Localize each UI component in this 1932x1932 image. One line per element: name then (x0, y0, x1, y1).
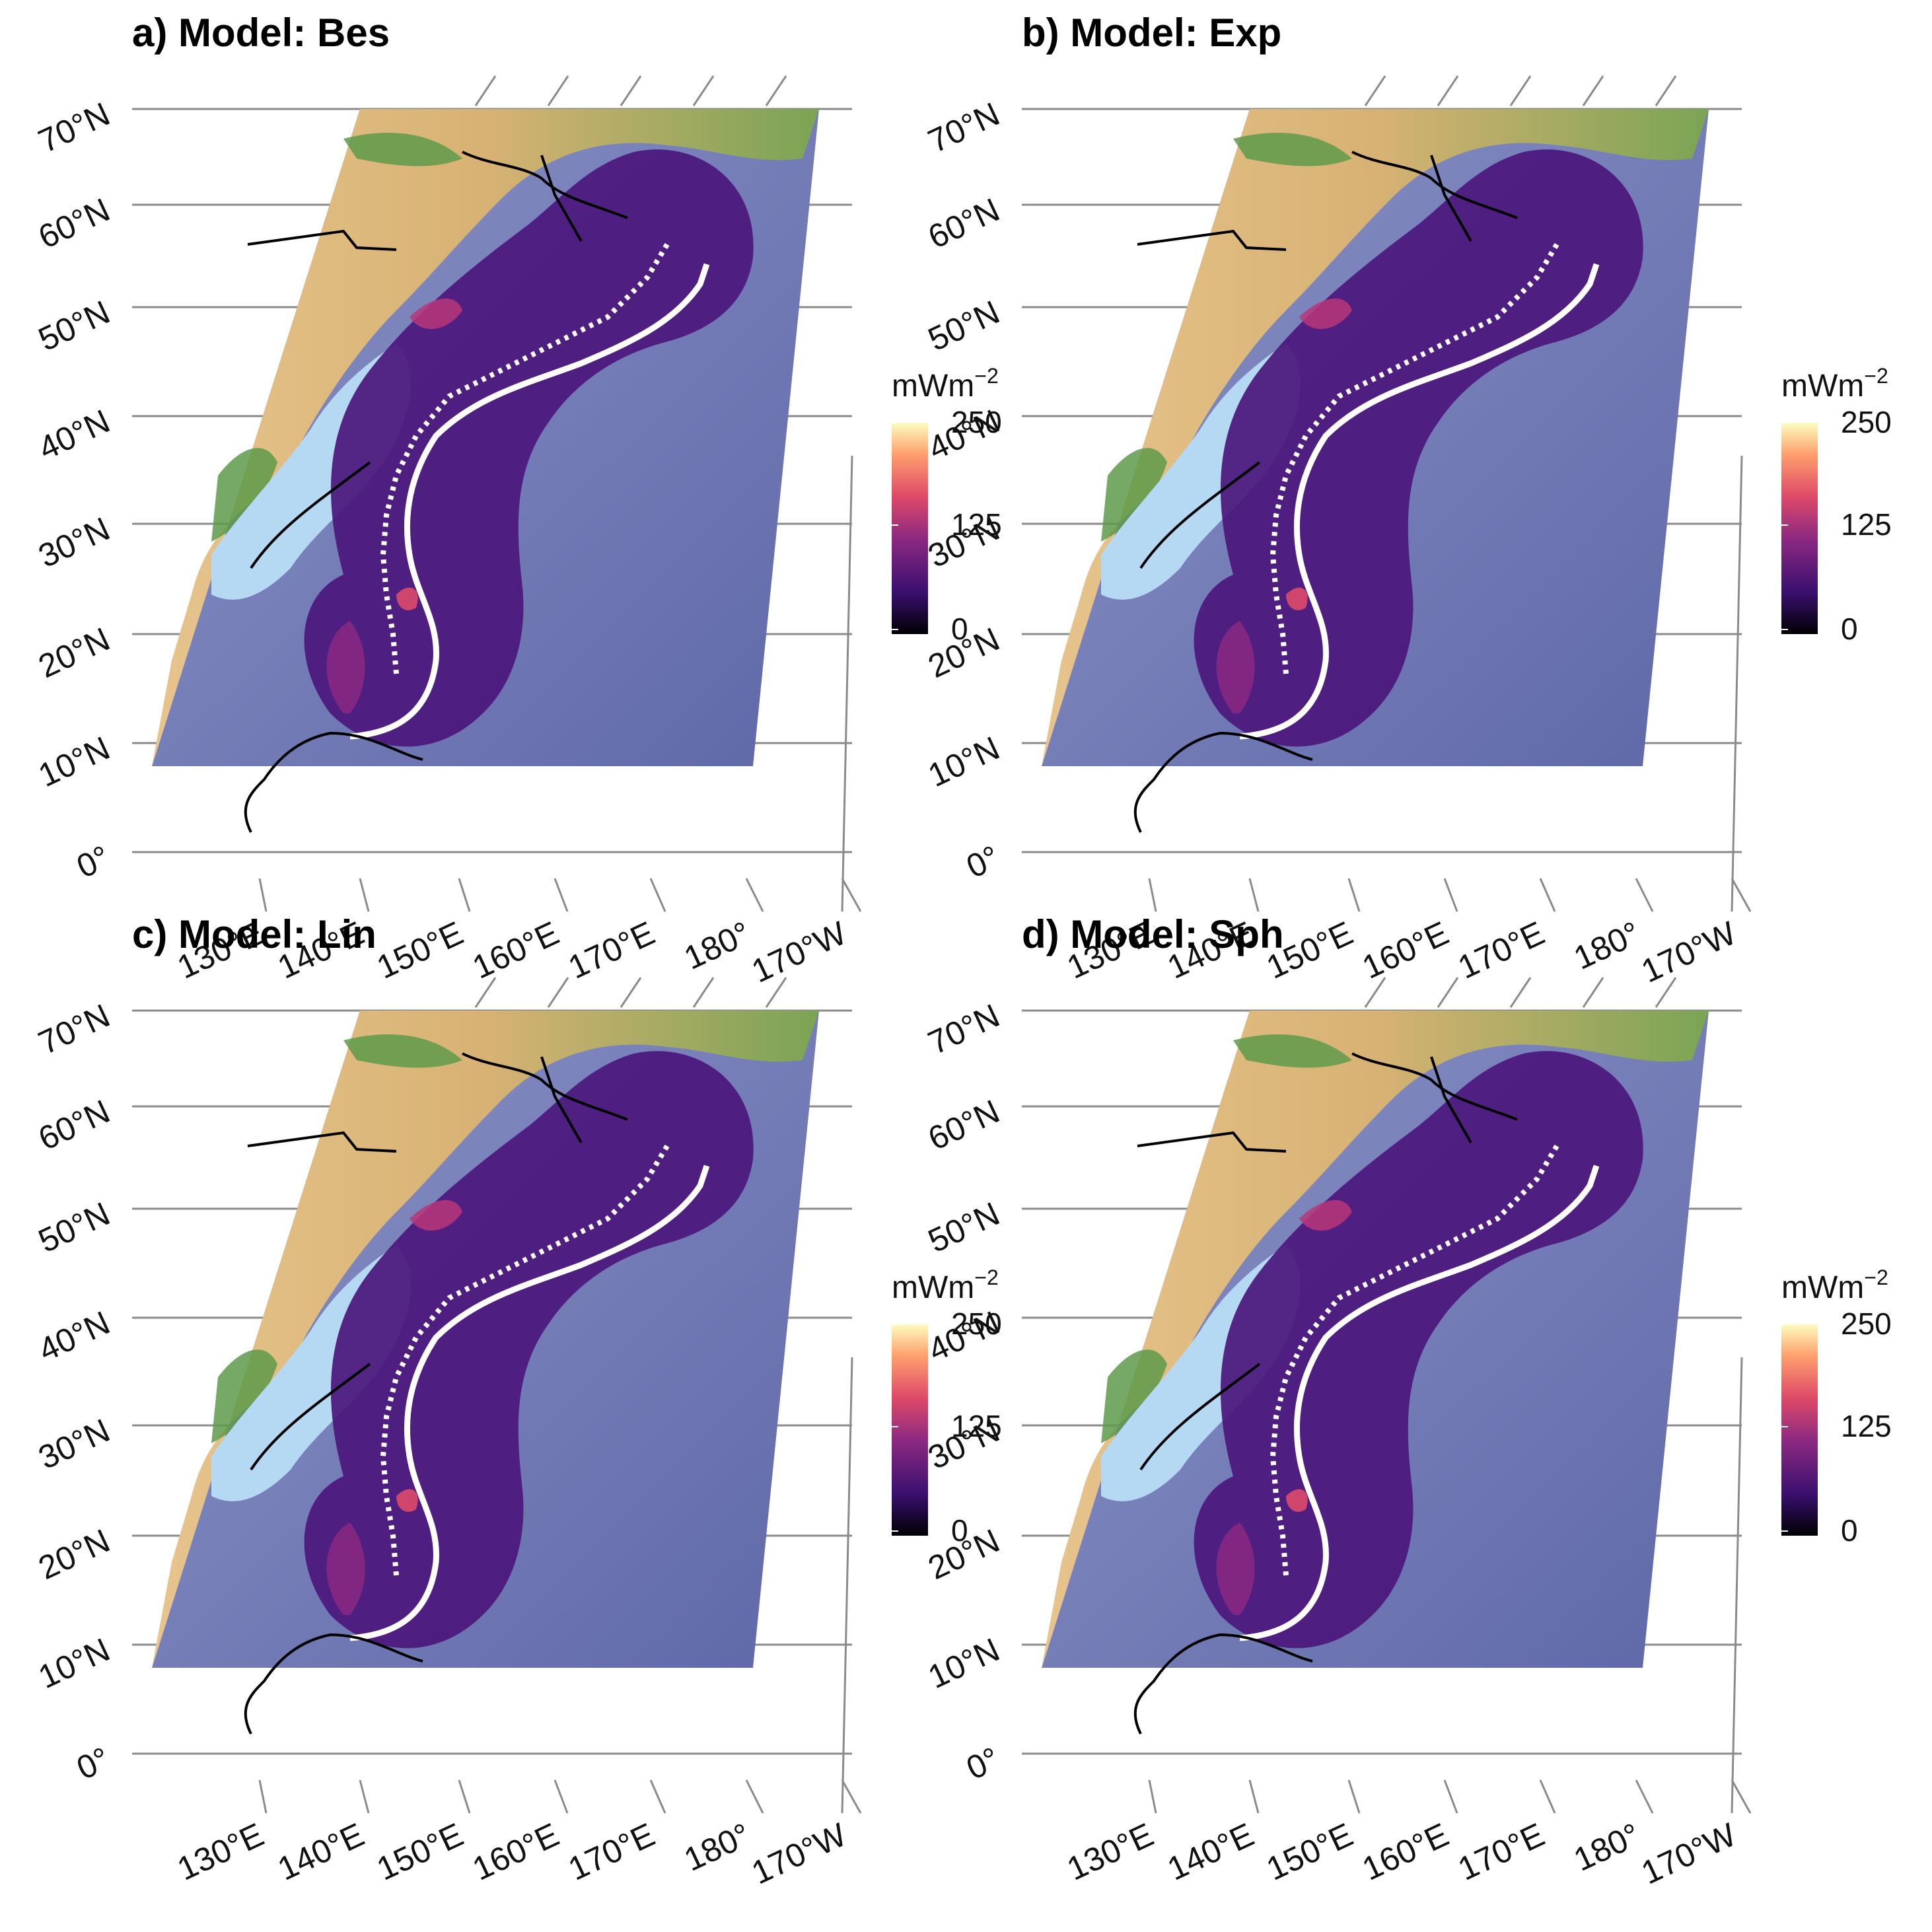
lat-label: 70°N (33, 95, 116, 160)
lon-label: 160°E (467, 1816, 565, 1888)
colorbar-tick: 250 (951, 1306, 1002, 1341)
map-area (1042, 1011, 1709, 1734)
colorbar-tick: 125 (951, 507, 1002, 542)
colorbar-gradient (1781, 1324, 1818, 1536)
lon-label: 170°E (563, 1816, 661, 1888)
lon-label: 160°E (1357, 1816, 1454, 1888)
lat-label: 60°N (33, 1092, 116, 1157)
colorbar-tick: 250 (951, 405, 1002, 439)
lon-label: 160°E (1357, 914, 1454, 986)
map-area (152, 1011, 819, 1734)
panel-title: b) Model: Exp (1022, 11, 1281, 55)
lat-label: 60°N (923, 191, 1005, 256)
lat-label: 10°N (33, 1631, 116, 1696)
colorbar-tick: 125 (951, 1409, 1002, 1443)
colorbar-gradient (1781, 423, 1818, 634)
lat-label: 0° (961, 1740, 1005, 1787)
colorbar-title: mWm−2 (1781, 364, 1888, 404)
lon-label: 170°E (1452, 914, 1550, 986)
lon-label: 140°E (1162, 1816, 1260, 1888)
panels-layer: a) Model: Bes 0° 10°N 20°N 30°N 40°N 50°N 60°N 7… (33, 11, 1892, 1892)
lon-label: 130°E (1061, 1816, 1159, 1888)
colorbar-tick: 0 (1841, 1513, 1858, 1548)
map-area (152, 109, 819, 832)
lon-label: 170°E (1452, 1816, 1550, 1888)
lat-label: 0° (71, 1740, 116, 1787)
map-panel-lin: c) Model: Lin 0° 10°N 20°N 30°N 40°N 50°N 60°N 7… (33, 912, 1002, 1892)
lon-label: 180° (1568, 1816, 1645, 1878)
lat-label: 40°N (33, 1304, 116, 1369)
lat-label: 30°N (33, 1412, 116, 1476)
lon-label: 150°E (371, 914, 469, 986)
lon-label: 180° (678, 914, 756, 976)
panel-title: a) Model: Bes (132, 11, 390, 55)
colorbar-title: mWm−2 (1781, 1266, 1888, 1305)
colorbar-tick: 0 (1841, 612, 1858, 646)
lat-label: 10°N (923, 729, 1005, 794)
lon-label: 170°W (1635, 1816, 1742, 1892)
colorbar-gradient (892, 1324, 928, 1536)
colorbar-tick: 125 (1841, 507, 1892, 542)
lat-label: 20°N (33, 1522, 116, 1587)
lon-label: 170°W (746, 914, 852, 990)
map-panel-exp: b) Model: Exp0°10°N20°N30°N40°N50°N60°N7… (923, 11, 1892, 990)
lon-label: 170°E (563, 914, 661, 986)
lat-label: 10°N (33, 729, 116, 794)
panel-title: c) Model: Lin (132, 912, 376, 956)
colorbar-tick: 250 (1841, 405, 1892, 439)
lat-label: 50°N (33, 1195, 116, 1260)
colorbar-title: mWm−2 (892, 1266, 999, 1305)
colorbar-tick: 0 (951, 1513, 968, 1548)
lon-label: 140°E (272, 1816, 370, 1888)
lat-label: 0° (961, 838, 1005, 885)
lat-label: 30°N (33, 510, 116, 575)
colorbar-gradient (892, 423, 928, 634)
lat-label: 60°N (33, 191, 116, 256)
lat-label: 60°N (923, 1092, 1005, 1157)
lat-label: 20°N (33, 620, 116, 685)
panel-title: d) Model: Sph (1022, 912, 1284, 956)
map-area (1042, 109, 1709, 832)
lat-label: 70°N (923, 997, 1005, 1061)
lat-label: 50°N (923, 1195, 1005, 1260)
lat-label: 70°N (33, 997, 116, 1061)
colorbar-tick: 125 (1841, 1409, 1892, 1443)
lon-label: 170°W (1635, 914, 1742, 990)
lat-label: 70°N (923, 95, 1005, 160)
lon-label: 180° (678, 1816, 756, 1878)
colorbar-title: mWm−2 (892, 364, 999, 404)
lon-label: 150°E (1261, 1816, 1359, 1888)
lat-label: 10°N (923, 1631, 1005, 1696)
lon-label: 170°W (746, 1816, 852, 1892)
lat-label: 0° (71, 838, 116, 885)
lat-label: 40°N (33, 402, 116, 467)
lon-label: 150°E (371, 1816, 469, 1888)
map-panel-sph: d) Model: Sph0°10°N20°N30°N40°N50°N60°N7… (923, 912, 1892, 1892)
colorbar-tick: 0 (951, 612, 968, 646)
lat-label: 50°N (33, 293, 116, 358)
lat-label: 50°N (923, 293, 1005, 358)
lon-label: 160°E (467, 914, 565, 986)
lon-label: 180° (1568, 914, 1645, 976)
lon-label: 130°E (172, 1816, 269, 1888)
colorbar-tick: 250 (1841, 1306, 1892, 1341)
map-panel-bes: a) Model: Bes 0° 10°N 20°N 30°N 40°N 50°N 60°N 7… (33, 11, 1002, 990)
